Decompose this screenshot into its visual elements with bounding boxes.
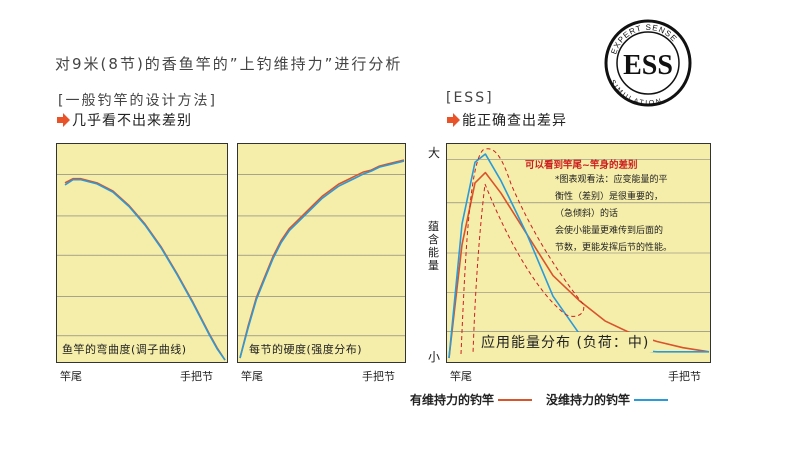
chart1-x-start-label: 竿尾 [60,370,82,383]
chart1-x-end-label: 手把节 [180,370,213,383]
series-line-1 [239,160,405,359]
series-line-0 [239,159,405,359]
energy-chart-caption: 应用能量分布 (负荷：中) [477,332,654,352]
y-axis-label: 蕴含能量 [428,220,439,272]
page-title: 对9米(8节)的香鱼竿的”上钓维持力”进行分析 [55,55,403,73]
chart3-x-start-label: 竿尾 [450,370,472,383]
bend-chart-panel: 鱼竿的弯曲度(调子曲线) [56,143,228,363]
energy-chart-panel: 可以看到竿尾~竿身的差别 *图表观看法：应变能量的平 衡性（差别）是很重要的， … [446,143,711,363]
legend-without-holding-swatch [634,398,669,401]
arrow-right-icon [447,113,460,127]
annotation-title: 可以看到竿尾~竿身的差别 [525,160,638,171]
stiffness-chart-panel: 每节的硬度(强度分布) [237,143,406,363]
bend-curve-chart [57,174,227,361]
chart2-x-end-label: 手把节 [362,370,395,383]
annotation-line: （急倾斜）的话 [555,209,619,219]
annotation-line: 衡性（差别）是很重要的， [555,192,664,202]
series-line-0 [64,177,226,361]
left-subtitle: [一般钓竿的设计方法] [58,93,217,109]
series-line-1 [64,178,226,361]
legend-with-holding-swatch [498,398,533,401]
annotation-text: *图表观看法：应变能量的平 衡性（差别）是很重要的， （急倾斜）的话 会使小能量… [555,172,672,257]
energy-distribution-chart [447,148,710,359]
right-point-text: 能正确查出差异 [462,113,567,129]
highlight-dashed-outline [460,148,585,355]
y-bottom-label: 小 [428,350,441,364]
ess-logo: EXPERT SENSE SIMULATION ESS [604,19,692,107]
right-subtitle: [ESS] [446,90,494,106]
bend-chart-caption: 鱼竿的弯曲度(调子曲线) [59,341,190,357]
series-line-0 [448,171,710,359]
legend-without-holding-label: 没维持力的钓竿 [546,393,631,407]
arrow-right-icon [57,113,70,127]
left-point-text: 几乎看不出来差别 [72,113,192,129]
stiffness-chart-caption: 每节的硬度(强度分布) [246,341,366,357]
series-line-1 [448,153,709,359]
annotation-line: *图表观看法：应变能量的平 [555,175,668,185]
right-point: 能正确查出差异 [446,110,567,130]
y-top-label: 大 [428,146,441,160]
left-point: 几乎看不出来差别 [56,110,192,130]
logo-text: ESS [623,50,673,81]
annotation-line: 节数，更能发挥后节的性能。 [555,243,673,253]
chart3-x-end-label: 手把节 [668,370,701,383]
annotation-line: 会使小能量更难传到后面的 [555,226,664,236]
legend-with-holding-label: 有维持力的钓竿 [410,393,495,407]
stiffness-chart [238,159,405,359]
legend: 有维持力的钓竿 没维持力的钓竿 [410,391,669,408]
chart2-x-start-label: 竿尾 [241,370,263,383]
